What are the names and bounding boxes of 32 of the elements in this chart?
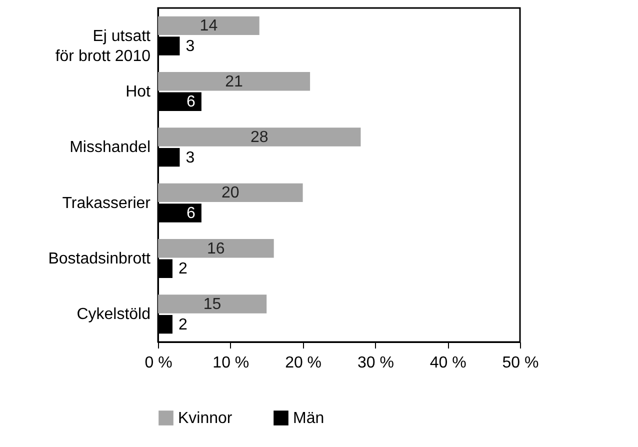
x-tick-label: 20 % <box>285 354 322 372</box>
data-label: 21 <box>225 73 244 90</box>
bar <box>158 294 267 314</box>
data-label: 15 <box>203 296 222 314</box>
y-tick-label: Misshandel <box>70 139 150 156</box>
data-label: 3 <box>186 38 195 55</box>
legend-label: Män <box>293 410 324 427</box>
data-label: 6 <box>186 204 196 222</box>
y-tick-label: Cykelstöld <box>76 306 150 324</box>
data-label: 3 <box>186 149 195 166</box>
x-tick-label: 30 % <box>357 354 394 372</box>
data-label: 2 <box>178 316 188 334</box>
bar <box>158 72 310 91</box>
x-tick-label: 40 % <box>430 354 466 372</box>
data-label: 2 <box>178 260 188 278</box>
bar <box>158 239 274 258</box>
x-tick-label: 0 % <box>144 354 172 372</box>
y-tick-label: Hot <box>126 84 152 100</box>
bar <box>158 183 303 202</box>
data-label: 6 <box>186 94 196 111</box>
legend-label: Kvinnor <box>178 410 233 427</box>
bar <box>158 16 260 36</box>
bar <box>158 128 361 146</box>
data-label: 20 <box>222 184 240 202</box>
y-tick-label: Bostadsinbrott <box>48 250 152 268</box>
data-label: 16 <box>207 240 225 258</box>
y-tick-label: Trakasserier <box>62 194 152 212</box>
y-tick-label: Ej utsatt för brott 2010 <box>55 28 152 65</box>
data-label: 14 <box>200 18 218 35</box>
data-label: 28 <box>250 129 268 146</box>
x-tick-label: 50 % <box>502 354 539 372</box>
x-tick-label: 10 % <box>212 354 250 372</box>
